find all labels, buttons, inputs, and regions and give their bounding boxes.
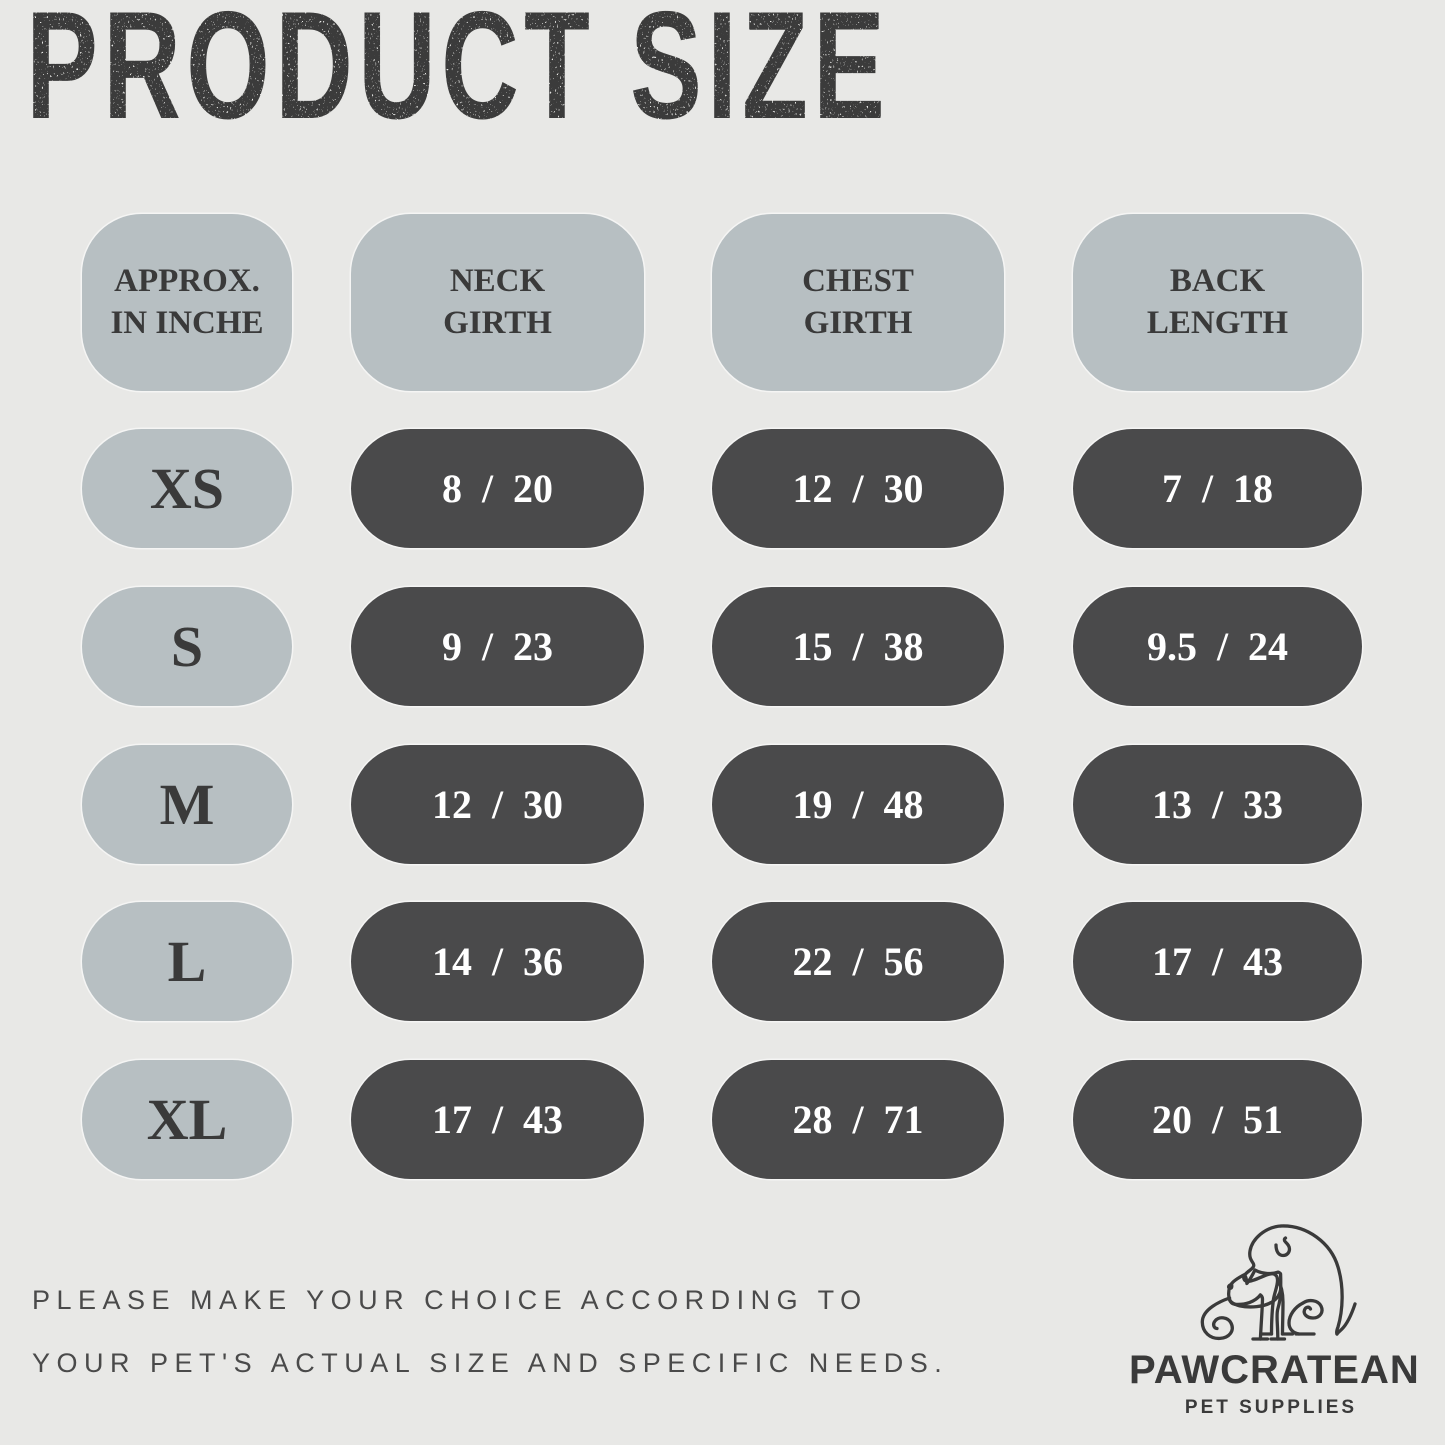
svg-text:PRODUCT SIZE: PRODUCT SIZE [26, 0, 890, 152]
